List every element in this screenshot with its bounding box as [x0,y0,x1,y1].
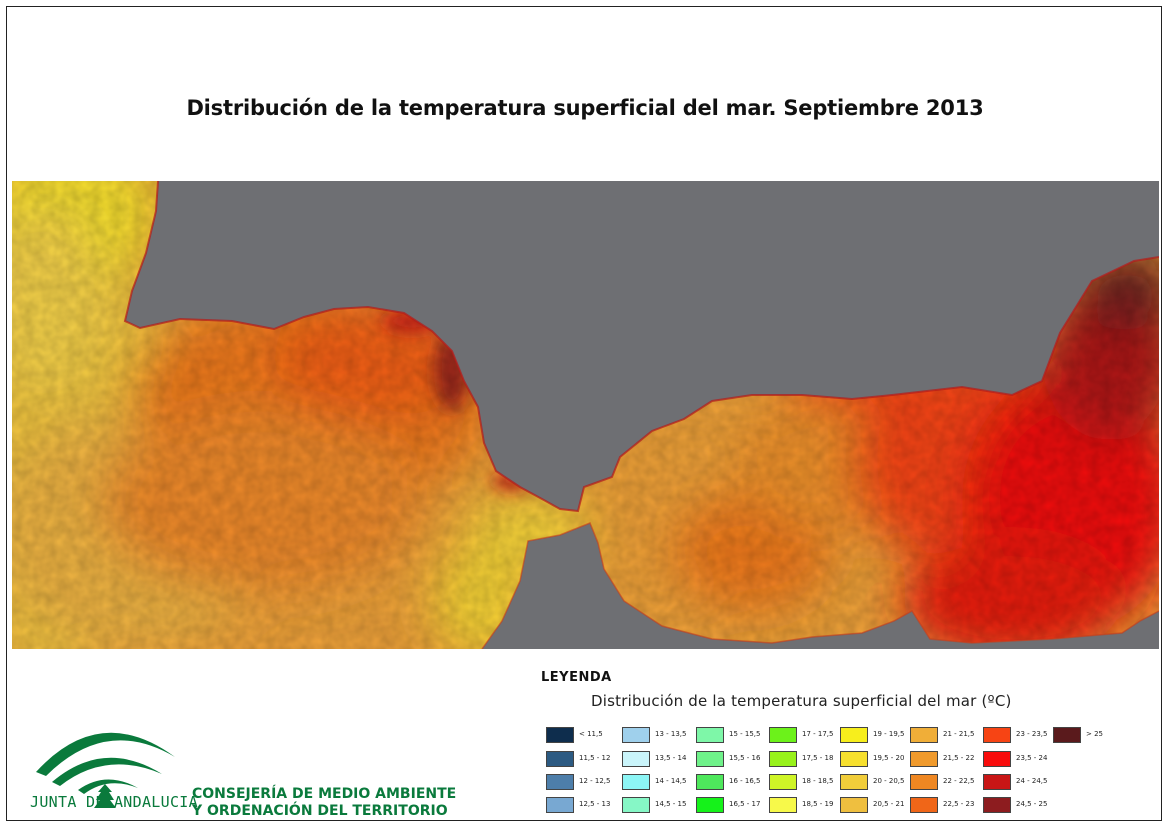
legend-label: 21,5 - 22 [943,754,975,762]
legend-label: 17,5 - 18 [802,754,834,762]
legend-label: 19,5 - 20 [873,754,905,762]
legend-label: 16 - 16,5 [729,777,761,785]
legend-label: 22,5 - 23 [943,800,975,808]
legend-label: 18 - 18,5 [802,777,834,785]
legend-swatch [983,774,1011,790]
legend-swatch [840,774,868,790]
legend-swatch [910,797,938,813]
legend-swatch [546,797,574,813]
legend-label: 22 - 22,5 [943,777,975,785]
legend-swatch [696,727,724,743]
legend-unit: (ºC) [981,692,1012,710]
legend-swatch [622,797,650,813]
legend-label: 24 - 24,5 [1016,777,1048,785]
legend-label: 24,5 - 25 [1016,800,1048,808]
legend-swatch [769,751,797,767]
legend-label: 18,5 - 19 [802,800,834,808]
legend-swatch [696,797,724,813]
legend-swatch [769,797,797,813]
legend-swatch [769,727,797,743]
legend-swatch [840,727,868,743]
legend-label: 14,5 - 15 [655,800,687,808]
legend-swatch [983,751,1011,767]
legend-swatch [840,751,868,767]
legend-label: 15 - 15,5 [729,730,761,738]
legend-swatch [546,727,574,743]
legend-label: 11,5 - 12 [579,754,611,762]
legend-label: 21 - 21,5 [943,730,975,738]
legend-swatch [910,727,938,743]
legend-subtitle: Distribución de la temperatura superfici… [591,692,1012,710]
legend-swatch [769,774,797,790]
legend-label: 23 - 23,5 [1016,730,1048,738]
department-line-2: Y ORDENACIÓN DEL TERRITORIO [192,803,448,819]
sea-temperature-map [12,181,1159,649]
legend-swatch [546,774,574,790]
legend-swatch [622,751,650,767]
legend-subtitle-text: Distribución de la temperatura superfici… [591,692,977,710]
junta-logo-icon [36,732,175,808]
legend-label: 20 - 20,5 [873,777,905,785]
legend-label: 23,5 - 24 [1016,754,1048,762]
south-coastline [481,522,1159,649]
legend-swatch [622,774,650,790]
legend-label: < 11,5 [579,730,603,738]
legend-label: 20,5 - 21 [873,800,905,808]
legend-swatch [983,797,1011,813]
map-title: Distribución de la temperatura superfici… [186,96,984,120]
legend-swatch [696,774,724,790]
legend-swatch [840,797,868,813]
legend-heading: LEYENDA [541,670,612,685]
legend-swatch [983,727,1011,743]
legend-swatch [622,727,650,743]
legend-label: 12 - 12,5 [579,777,611,785]
legend-label: 13,5 - 14 [655,754,687,762]
logo-text: JUNTA DE ANDALUCIA [30,793,198,811]
legend-swatch [696,751,724,767]
legend-label: 19 - 19,5 [873,730,905,738]
legend-label: > 25 [1086,730,1103,738]
legend-label: 15,5 - 16 [729,754,761,762]
north-coastline [123,181,1159,513]
legend-swatch [546,751,574,767]
legend-swatch [1053,727,1081,743]
legend-swatch [910,751,938,767]
department-line-1: CONSEJERÍA DE MEDIO AMBIENTE [192,786,457,802]
legend-label: 17 - 17,5 [802,730,834,738]
legend-label: 12,5 - 13 [579,800,611,808]
legend-label: 16,5 - 17 [729,800,761,808]
legend-swatch [910,774,938,790]
legend-label: 13 - 13,5 [655,730,687,738]
legend-label: 14 - 14,5 [655,777,687,785]
